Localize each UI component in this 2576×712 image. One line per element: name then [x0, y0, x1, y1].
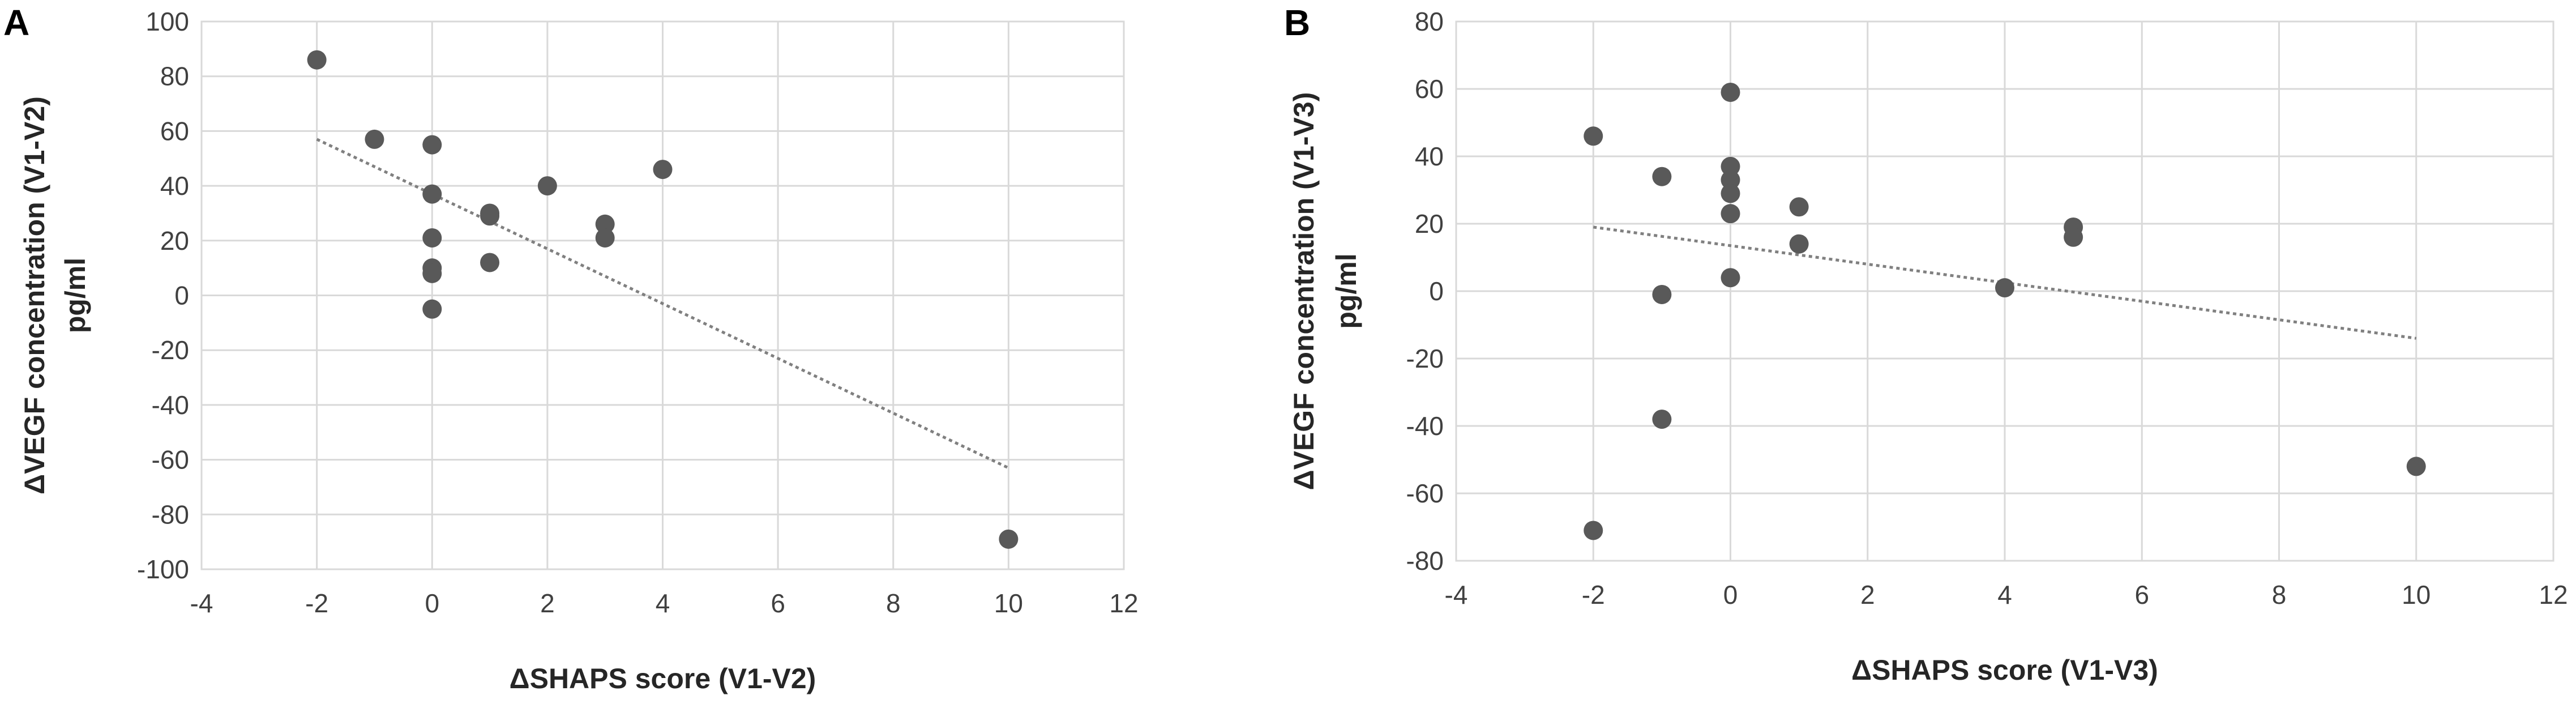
data-point: [1721, 204, 1740, 224]
y-tick-label: -80: [152, 500, 189, 529]
y-axis-unit: pg/ml: [59, 258, 91, 333]
data-point: [422, 299, 442, 319]
panel-letter: A: [3, 2, 29, 43]
x-axis-title: ΔSHAPS score (V1-V2): [510, 663, 816, 694]
y-tick-label: 80: [160, 62, 189, 91]
y-tick-label: 20: [160, 226, 189, 255]
y-tick-label: -40: [152, 390, 189, 420]
data-point: [422, 135, 442, 155]
y-tick-label: 40: [1415, 142, 1444, 171]
x-tick-label: 8: [886, 589, 901, 618]
data-point: [595, 228, 615, 248]
data-point: [1652, 410, 1672, 429]
data-point: [653, 160, 673, 180]
x-tick-label: 10: [994, 589, 1023, 618]
y-tick-label: -60: [1406, 479, 1444, 508]
data-point: [422, 184, 442, 204]
y-tick-label: -20: [152, 335, 189, 365]
data-point: [307, 50, 327, 70]
data-point: [365, 129, 384, 149]
x-tick-label: 4: [656, 589, 670, 618]
plot-area-frame: [1455, 20, 2554, 562]
y-tick-label: 60: [160, 116, 189, 146]
data-point: [537, 176, 557, 196]
y-tick-label: -20: [1406, 344, 1444, 373]
x-tick-label: 12: [1109, 589, 1138, 618]
y-tick-label: -60: [152, 445, 189, 475]
y-tick-label: 0: [1429, 276, 1444, 306]
x-tick-label: -4: [190, 589, 213, 618]
y-tick-label: -80: [1406, 546, 1444, 575]
x-tick-label: 0: [425, 589, 439, 618]
x-tick-label: 6: [2134, 580, 2149, 609]
x-tick-label: -4: [1445, 580, 1468, 609]
data-point: [1584, 521, 1603, 540]
data-point: [2064, 227, 2083, 247]
data-point: [422, 263, 442, 283]
data-point: [1721, 156, 1740, 176]
y-axis-unit: pg/ml: [1330, 253, 1362, 329]
y-tick-label: 20: [1415, 209, 1444, 238]
y-tick-label: 60: [1415, 74, 1444, 104]
data-point: [2406, 457, 2426, 476]
data-point: [480, 206, 500, 226]
x-tick-label: 2: [1860, 580, 1875, 609]
data-point: [1721, 170, 1740, 190]
data-point: [999, 529, 1019, 549]
y-tick-label: -100: [137, 555, 189, 584]
data-point: [1995, 278, 2014, 298]
x-axis-title: ΔSHAPS score (V1-V3): [1851, 654, 2158, 686]
y-tick-label: 40: [160, 171, 189, 201]
x-tick-label: -2: [1582, 580, 1605, 609]
data-point: [1789, 234, 1809, 254]
data-point: [1584, 126, 1603, 146]
data-point: [1721, 82, 1740, 102]
data-point: [595, 214, 615, 234]
x-tick-label: 6: [771, 589, 785, 618]
x-tick-label: 8: [2272, 580, 2287, 609]
y-tick-label: 80: [1415, 7, 1444, 36]
data-point: [1789, 197, 1809, 217]
y-axis-title: ΔVEGF concentration (V1-V3): [1288, 92, 1320, 491]
x-tick-label: 2: [540, 589, 555, 618]
x-tick-label: -2: [305, 589, 328, 618]
data-point: [1652, 167, 1672, 186]
trendline: [316, 138, 1009, 470]
x-tick-label: 4: [1997, 580, 2012, 609]
x-tick-label: 10: [2402, 580, 2430, 609]
x-tick-label: 0: [1723, 580, 1738, 609]
y-tick-label: 100: [146, 7, 189, 36]
y-tick-label: 0: [174, 281, 189, 310]
data-point: [1721, 268, 1740, 288]
panel-letter: B: [1284, 2, 1310, 43]
x-tick-label: 12: [2539, 580, 2568, 609]
data-point: [1652, 284, 1672, 304]
plot-area-frame: [200, 20, 1125, 570]
y-axis-title: ΔVEGF concentration (V1-V2): [19, 96, 50, 494]
data-point: [1721, 184, 1740, 203]
data-point: [480, 253, 500, 272]
y-tick-label: -40: [1406, 411, 1444, 441]
data-point: [422, 228, 442, 248]
